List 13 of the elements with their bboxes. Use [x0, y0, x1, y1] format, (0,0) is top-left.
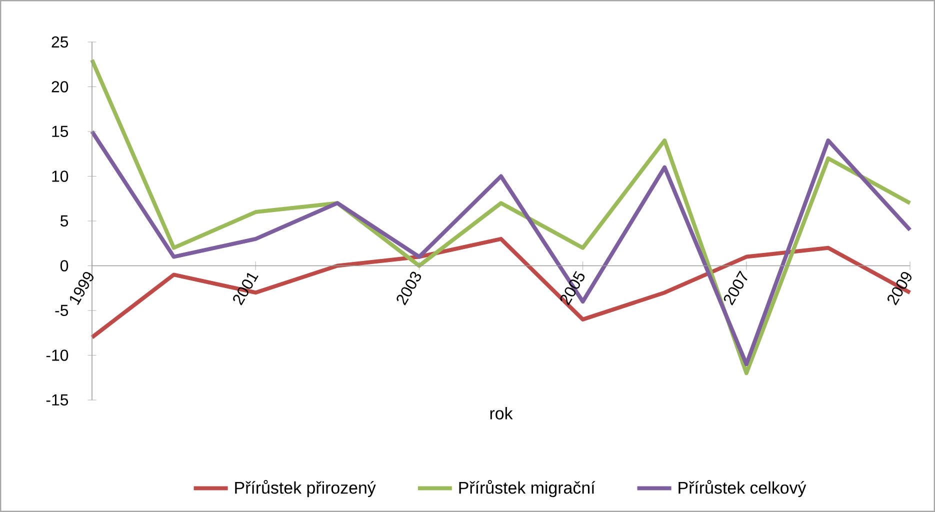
y-tick-label: -5: [55, 304, 68, 316]
y-tick-label: -10: [46, 350, 68, 361]
legend-label: Přírůstek migrační: [459, 480, 596, 498]
legend-label: Přírůstek celkový: [678, 480, 806, 498]
y-tick-label: 25: [52, 36, 68, 48]
y-tick-label: 20: [52, 81, 68, 92]
y-tick-label: 15: [52, 126, 68, 138]
x-axis-title: rok: [490, 407, 513, 420]
y-tick-label: -15: [46, 394, 68, 406]
legend-label: Přírůstek přirozený: [235, 480, 376, 498]
y-tick-label: 5: [60, 215, 68, 227]
y-tick-label: 10: [52, 170, 68, 182]
y-tick-label: 0: [60, 260, 68, 272]
